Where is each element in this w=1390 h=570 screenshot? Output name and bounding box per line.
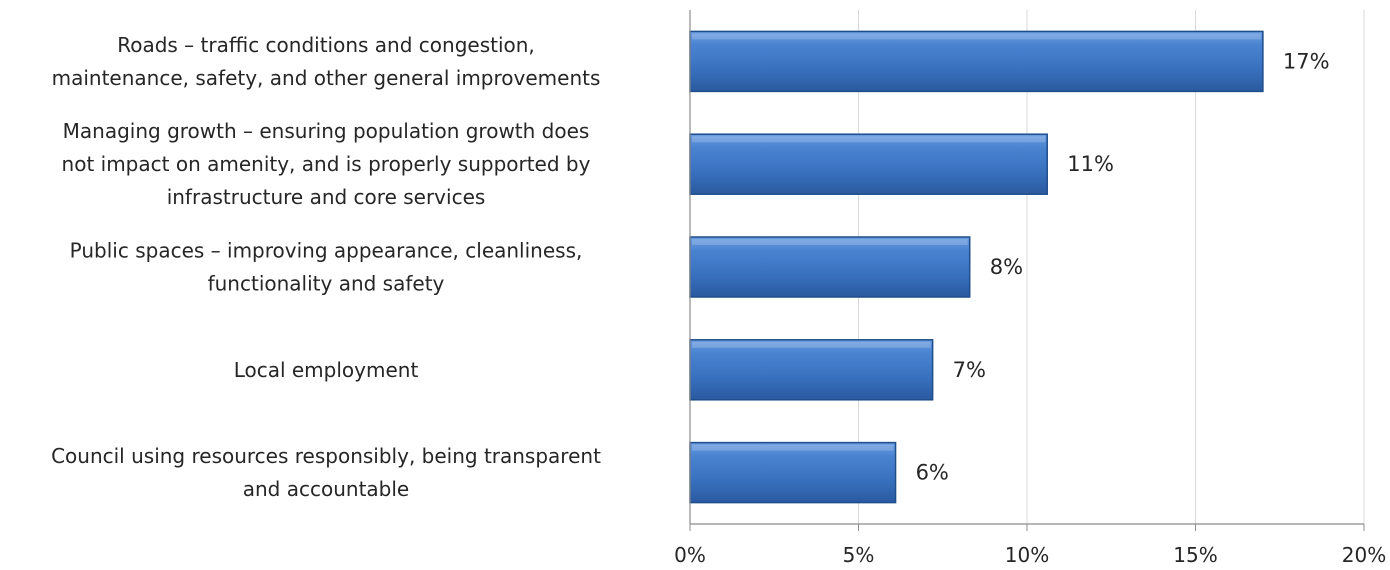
bar-highlight	[692, 136, 1046, 143]
category-label-line: Roads – traffic conditions and congestio…	[117, 33, 535, 57]
bars	[689, 30, 1264, 504]
data-label: 8%	[990, 255, 1023, 279]
x-tick-label: 10%	[1005, 543, 1049, 567]
category-label-line: and accountable	[243, 477, 409, 501]
bar-highlight	[692, 239, 968, 245]
bar-highlight	[692, 341, 931, 348]
category-label: Roads – traffic conditions and congestio…	[52, 33, 601, 90]
data-label: 17%	[1283, 49, 1330, 73]
x-tick-label: 20%	[1342, 543, 1386, 567]
data-label: 7%	[953, 358, 986, 382]
bar	[689, 30, 1264, 93]
category-labels: Roads – traffic conditions and congestio…	[51, 33, 601, 501]
x-tick-label: 0%	[674, 543, 706, 567]
category-label-line: maintenance, safety, and other general i…	[52, 66, 601, 90]
category-label: Council using resources responsibly, bei…	[51, 444, 601, 501]
x-tick-label: 15%	[1173, 543, 1217, 567]
category-label-line: Managing growth – ensuring population gr…	[63, 119, 590, 143]
category-label-line: Local employment	[234, 358, 419, 382]
category-label: Local employment	[234, 358, 419, 382]
category-label-line: Public spaces – improving appearance, cl…	[70, 239, 583, 263]
category-label: Managing growth – ensuring population gr…	[62, 119, 591, 209]
x-tick-label: 5%	[843, 543, 875, 567]
category-label: Public spaces – improving appearance, cl…	[70, 239, 583, 296]
bar-highlight	[692, 444, 894, 451]
bar	[689, 339, 934, 401]
category-label-line: infrastructure and core services	[167, 185, 486, 209]
category-label-line: functionality and safety	[208, 272, 445, 296]
category-label-line: not impact on amenity, and is properly s…	[62, 152, 591, 176]
category-label-line: Council using resources responsibly, bei…	[51, 444, 601, 468]
x-axis: 0% 5% 10% 15% 20%	[674, 10, 1386, 567]
data-label: 11%	[1067, 152, 1114, 176]
bar	[689, 236, 971, 298]
bar	[689, 441, 897, 504]
data-label: 6%	[916, 461, 949, 485]
bar-highlight	[692, 33, 1261, 40]
data-labels: 17% 11% 8% 7% 6%	[916, 49, 1330, 484]
bar	[689, 133, 1048, 195]
